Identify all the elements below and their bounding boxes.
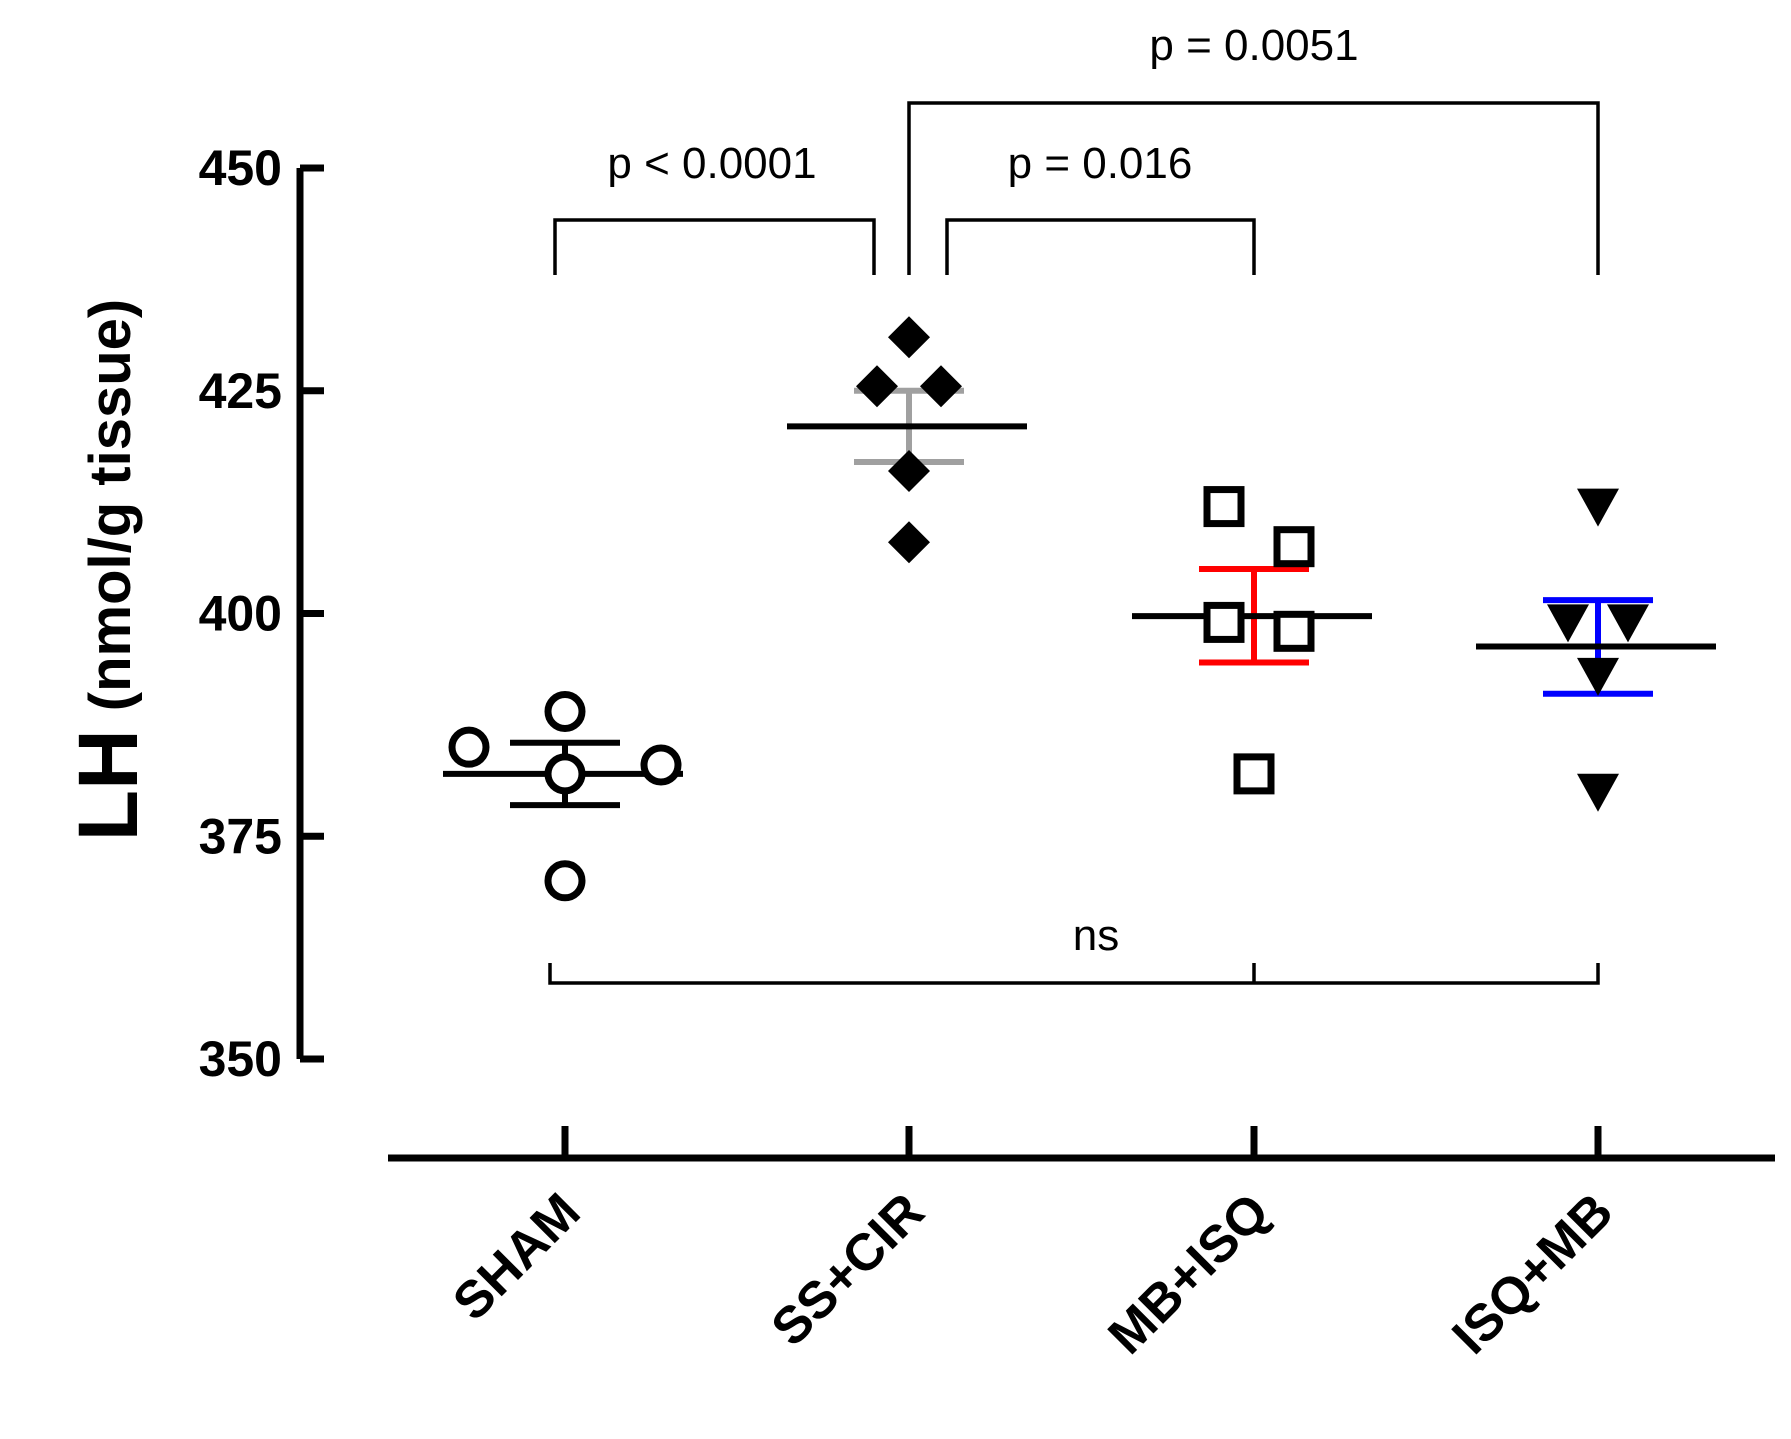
point-ss-cir-1 — [888, 316, 930, 359]
point-mb-isq-3 — [1203, 601, 1245, 643]
point-ss-cir-4 — [888, 449, 930, 492]
x-tick-label-ss-cir: SS+CIR — [761, 1182, 936, 1357]
x-tick-labels: SHAM SS+CIR MB+ISQ ISQ+MB — [442, 1182, 1624, 1365]
point-isq-mb-2 — [1547, 604, 1589, 643]
x-tick-label-isq-mb: ISQ+MB — [1441, 1182, 1624, 1365]
y-tick-label-450: 450 — [199, 140, 282, 196]
y-axis-unit: (nmol/g tissue) — [78, 299, 143, 711]
x-ticks — [561, 1126, 1602, 1158]
point-sham-2 — [544, 691, 586, 733]
y-ticks: 350 375 400 425 450 — [199, 140, 324, 1087]
significance-label-3: p = 0.0051 — [1149, 21, 1358, 70]
point-sham-4 — [640, 744, 682, 786]
point-isq-mb-5 — [1577, 773, 1619, 812]
mean-lines — [443, 423, 1716, 777]
error-bars — [510, 387, 1653, 809]
y-axis-title: LH (nmol/g tissue) — [61, 299, 155, 841]
significance-label-1: p < 0.0001 — [607, 139, 816, 188]
y-axis-label: LH — [61, 729, 155, 841]
significance-label-4: ns — [1073, 911, 1119, 960]
point-sham-3 — [544, 753, 586, 795]
point-isq-mb-4 — [1577, 657, 1619, 696]
y-tick-label-400: 400 — [199, 586, 282, 642]
point-mb-isq-1 — [1203, 486, 1245, 528]
y-tick-label-425: 425 — [199, 363, 282, 419]
data-points — [448, 316, 1649, 902]
significance-brackets: p < 0.0001 p = 0.016 p = 0.0051 ns — [548, 21, 1600, 985]
significance-label-2: p = 0.016 — [1008, 139, 1193, 188]
point-mb-isq-5 — [1233, 753, 1275, 795]
point-mb-isq-4 — [1273, 610, 1315, 652]
point-ss-cir-5 — [888, 521, 930, 564]
y-tick-label-375: 375 — [199, 808, 282, 864]
bracket-1 — [553, 218, 876, 275]
bracket-3 — [907, 101, 1600, 275]
x-tick-label-mb-isq: MB+ISQ — [1097, 1182, 1280, 1365]
point-sham-1 — [448, 726, 490, 768]
svg-text:LH(nmol/g tissue): LH (nmol/g tissue) — [61, 299, 155, 841]
y-tick-label-350: 350 — [199, 1031, 282, 1087]
point-mb-isq-2 — [1273, 526, 1315, 568]
bracket-4 — [548, 963, 1600, 985]
point-isq-mb-3 — [1607, 604, 1649, 643]
point-ss-cir-3 — [920, 365, 962, 408]
bracket-2 — [945, 218, 1256, 275]
x-tick-label-sham: SHAM — [442, 1182, 591, 1331]
point-ss-cir-2 — [856, 365, 898, 408]
point-isq-mb-1 — [1577, 488, 1619, 527]
point-sham-5 — [544, 860, 586, 902]
